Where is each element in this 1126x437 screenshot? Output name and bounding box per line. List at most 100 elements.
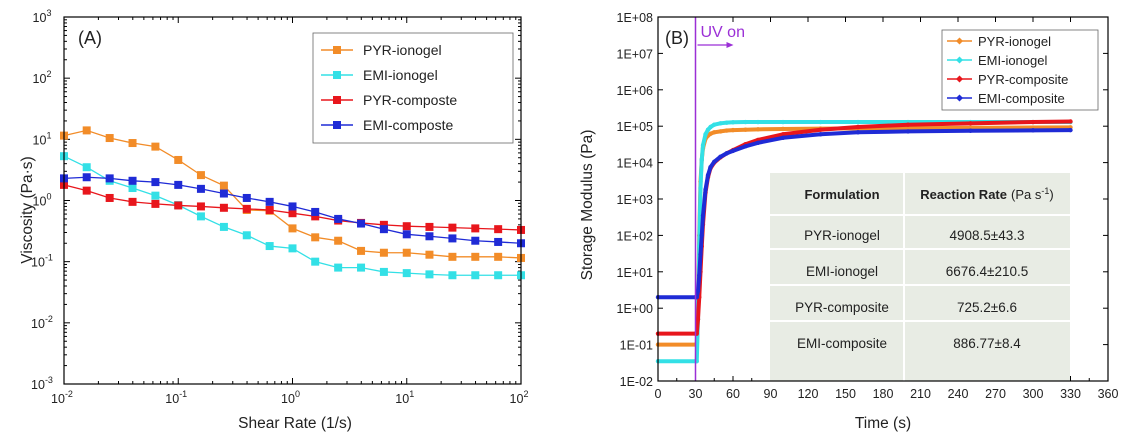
table-header-reaction-rate: Reaction Rate (Pa s-1) (920, 186, 1053, 202)
x-tick-label: 330 (1060, 387, 1081, 401)
panel-a-y-axis-label: Viscosity (Pa·s) (19, 156, 36, 263)
table-background (770, 173, 1070, 381)
data-point (718, 129, 723, 134)
data-point (1030, 128, 1036, 133)
x-tick-label: 60 (726, 387, 740, 401)
x-tick-label: 180 (873, 387, 894, 401)
header-unit-text: (Pa s (1011, 187, 1042, 202)
y-tick-label-base: 10 (31, 378, 45, 392)
legend-swatch-marker (333, 121, 341, 129)
data-point (151, 178, 160, 187)
header-reaction-rate-text: Reaction Rate (920, 187, 1007, 202)
y-tick-label-exponent: 2 (46, 69, 51, 79)
x-tick-label: 102 (510, 389, 529, 406)
legend-swatch-marker (956, 94, 963, 102)
x-tick-label-exponent: 2 (523, 389, 528, 399)
table-cell-formulation: EMI-ionogel (806, 264, 878, 279)
y-tick-label-base: 10 (31, 256, 45, 270)
data-point (82, 186, 91, 195)
data-point (82, 173, 91, 182)
data-point (357, 219, 366, 228)
legend-entry-label: PYR-composte (363, 92, 457, 108)
y-tick-label-exponent: 0 (46, 192, 51, 202)
data-point (128, 139, 137, 148)
data-point (708, 164, 713, 170)
x-tick-label-exponent: -1 (179, 389, 187, 399)
data-point (755, 140, 761, 145)
table-cell-formulation: PYR-composite (795, 300, 889, 315)
panel-b-x-axis-label: Time (s) (855, 415, 911, 432)
legend-entry-label: EMI-composite (978, 91, 1065, 106)
data-point (700, 213, 706, 218)
data-point (196, 202, 205, 211)
data-point (402, 248, 411, 257)
header-unit-close: ) (1049, 187, 1053, 202)
data-point (128, 197, 137, 206)
data-point (288, 202, 297, 211)
data-point (494, 252, 503, 261)
y-tick-label-exponent: -1 (45, 253, 53, 263)
data-point (425, 232, 434, 241)
data-point (402, 222, 411, 231)
data-point (780, 132, 786, 137)
panel-b-series (655, 119, 1073, 364)
data-point (855, 119, 861, 125)
data-point (695, 316, 701, 322)
data-point (780, 119, 786, 125)
data-point (471, 224, 480, 233)
uv-on-annotation: UV on (694, 17, 745, 381)
legend-entry-label: PYR-ionogel (363, 42, 442, 58)
series-line-EMI-composite (658, 128, 1071, 300)
panel-b-label: (B) (665, 28, 689, 48)
uv-on-arrow-head (726, 42, 734, 48)
y-tick-label-base: 10 (33, 72, 47, 86)
data-point (968, 128, 973, 133)
data-point (105, 134, 114, 143)
y-tick-label: 10-2 (31, 314, 53, 331)
data-point (357, 246, 366, 255)
y-tick-label: 1E-02 (620, 375, 653, 389)
x-tick-label: 270 (985, 387, 1006, 401)
legend-swatch-marker (956, 75, 963, 83)
data-point (311, 212, 320, 221)
data-point (288, 209, 297, 218)
x-tick-label: 10-1 (165, 389, 187, 406)
x-tick-label: 100 (281, 389, 300, 406)
data-point (780, 135, 786, 141)
panel-a-legend: PYR-ionogel EMI-ionogel PYR-composte EMI-co… (312, 32, 514, 144)
x-tick-label: 240 (948, 387, 969, 401)
data-point (494, 271, 503, 280)
data-point (697, 273, 702, 278)
data-point (1068, 127, 1073, 133)
x-tick-label: 150 (835, 387, 856, 401)
legend-entry-label: PYR-ionogel (978, 34, 1051, 49)
x-tick-label-base: 10 (510, 392, 524, 406)
y-tick-label-exponent: 1 (46, 130, 51, 140)
data-point (755, 119, 761, 125)
data-point (718, 121, 723, 126)
data-point (743, 144, 748, 149)
legend-box (941, 29, 1099, 111)
legend-swatch-marker (333, 71, 341, 79)
data-point (730, 120, 736, 125)
y-tick-label: 1E+03 (617, 193, 654, 207)
data-point (196, 171, 205, 180)
data-point (700, 143, 706, 148)
data-point (699, 233, 704, 238)
y-tick-label: 1E+00 (617, 302, 654, 316)
data-point (718, 154, 723, 159)
data-point (712, 159, 717, 165)
data-point (242, 231, 251, 240)
y-tick-label: 1E+04 (617, 157, 654, 171)
panel-a-label: (A) (78, 28, 102, 48)
data-point (724, 120, 729, 125)
legend-swatch-marker (956, 56, 963, 64)
data-point (379, 267, 388, 276)
x-tick-label: 90 (764, 387, 778, 401)
y-tick-label: 1E-01 (620, 339, 653, 353)
y-tick-label-base: 10 (33, 11, 47, 25)
table-header-formulation: Formulation (804, 187, 879, 202)
data-point (703, 187, 708, 192)
x-tick-label-base: 10 (395, 392, 409, 406)
legend-entry-label: PYR-composite (978, 72, 1068, 87)
